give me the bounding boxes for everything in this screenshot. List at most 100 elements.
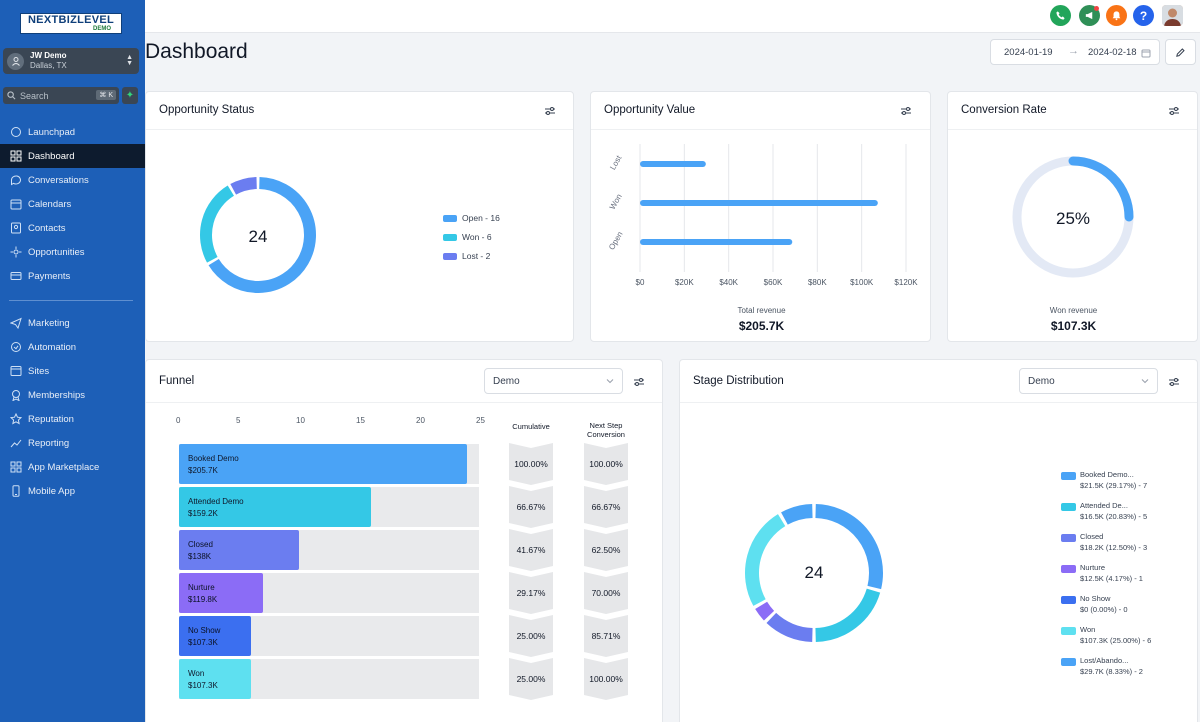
filter-icon[interactable] xyxy=(633,376,645,388)
bar-lost[interactable] xyxy=(640,161,706,167)
sidebar-item-reputation[interactable]: Reputation xyxy=(0,407,145,431)
sidebar-item-sites[interactable]: Sites xyxy=(0,359,145,383)
bar-won[interactable] xyxy=(640,200,878,206)
donut-center-total: 24 xyxy=(248,227,268,246)
ai-sparkle-icon[interactable]: ✦ xyxy=(122,87,138,104)
donut-slice-won[interactable] xyxy=(745,514,786,606)
sidebar-item-memberships[interactable]: Memberships xyxy=(0,383,145,407)
chevron-down-icon xyxy=(1141,379,1149,384)
legend-detail: $16.5K (20.83%) - 5 xyxy=(1080,512,1148,521)
page-title: Dashboard xyxy=(145,40,248,63)
legend-item-won[interactable]: Won - 6 xyxy=(443,232,492,242)
legend-item-open[interactable]: Open - 16 xyxy=(443,213,500,223)
legend-swatch xyxy=(443,233,457,241)
funnel-bar-closed[interactable] xyxy=(179,530,299,570)
funnel-bar-no-show[interactable] xyxy=(179,616,251,656)
sidebar-item-label: Calendars xyxy=(28,198,72,210)
search-input[interactable]: Search ⌘ K xyxy=(3,87,119,104)
legend-detail: $29.7K (8.33%) - 2 xyxy=(1080,667,1143,676)
funnel-bar-won[interactable] xyxy=(179,659,251,699)
donut-slice-nurture[interactable] xyxy=(755,601,775,621)
filter-icon[interactable] xyxy=(900,105,912,117)
sidebar-item-marketing[interactable]: Marketing xyxy=(0,311,145,335)
funnel-bar-nurture[interactable] xyxy=(179,573,263,613)
sidebar-item-calendars[interactable]: Calendars xyxy=(0,192,145,216)
donut-slice-open[interactable] xyxy=(208,177,316,293)
sidebar-item-app-marketplace[interactable]: App Marketplace xyxy=(0,455,145,479)
funnel-bar-booked-demo[interactable] xyxy=(179,444,467,484)
percent-value: 25.00% xyxy=(516,631,546,641)
percent-value: 41.67% xyxy=(516,545,546,555)
contact-card-icon xyxy=(10,222,22,234)
avatar[interactable] xyxy=(1162,5,1183,26)
donut-slice-closed[interactable] xyxy=(766,612,813,642)
date-range-picker[interactable]: 2024-01-19 → 2024-02-18 xyxy=(990,39,1160,65)
percent-value: 66.67% xyxy=(516,502,546,512)
donut-slice-won[interactable] xyxy=(200,185,235,263)
won-revenue-label: Won revenue xyxy=(1049,306,1098,315)
sidebar-item-label: Automation xyxy=(28,341,77,353)
sidebar-item-conversations[interactable]: Conversations xyxy=(0,168,145,192)
edit-dashboard-button[interactable] xyxy=(1165,39,1196,65)
bar-open[interactable] xyxy=(640,239,793,245)
legend-item-lost[interactable]: Lost - 2 xyxy=(443,251,490,261)
bell-icon[interactable] xyxy=(1106,5,1127,26)
help-icon[interactable]: ? xyxy=(1133,5,1154,26)
top-bar: ? xyxy=(145,0,1200,33)
award-icon xyxy=(10,389,22,401)
next-step-conversion: 70.00% xyxy=(584,572,628,614)
legend-detail: $18.2K (12.50%) - 3 xyxy=(1080,543,1148,552)
brand-logo[interactable]: NEXTBIZLEVEL DEMO xyxy=(20,13,122,34)
funnel-row-nurture: Nurture $119.8K xyxy=(179,573,479,613)
browser-window-icon xyxy=(10,365,22,377)
legend-name: No Show xyxy=(1080,594,1111,603)
card-title: Opportunity Status xyxy=(159,104,255,116)
sidebar-item-launchpad[interactable]: Launchpad xyxy=(0,120,145,144)
next-step-header: Next Step Conversion xyxy=(575,421,637,439)
funnel-row-attended-demo: Attended Demo $159.2K xyxy=(179,487,479,527)
x-tick-label: $100K xyxy=(850,278,874,287)
conversion-rate-gauge xyxy=(1012,156,1134,278)
percent-value: 100.00% xyxy=(589,674,623,684)
filter-icon[interactable] xyxy=(1168,105,1180,117)
cumulative-percent: 100.00% xyxy=(509,443,553,485)
mobile-phone-icon xyxy=(10,485,22,497)
pencil-icon xyxy=(1176,47,1185,57)
opportunity-value-card: Opportunity Value $0 $20K $40K $60K $80K $100… xyxy=(590,91,931,342)
sidebar-item-opportunities[interactable]: Opportunities xyxy=(0,240,145,264)
funnel-bar-label: Booked Demo $205.7K xyxy=(188,453,239,477)
donut-slice-lost[interactable] xyxy=(230,177,258,195)
cumulative-percent: 25.00% xyxy=(509,658,553,700)
funnel-bar-attended-demo[interactable] xyxy=(179,487,371,527)
card-header xyxy=(948,92,1197,130)
sidebar-item-mobile-app[interactable]: Mobile App xyxy=(0,479,145,503)
donut-slice-attended-demo[interactable] xyxy=(815,588,881,642)
sidebar-item-label: Mobile App xyxy=(28,485,76,497)
sidebar-item-contacts[interactable]: Contacts xyxy=(0,216,145,240)
conversion-rate-value: 25% xyxy=(1055,209,1091,228)
sidebar-item-label: Marketing xyxy=(28,317,70,329)
percent-value: 25.00% xyxy=(516,674,546,684)
sidebar-item-reporting[interactable]: Reporting xyxy=(0,431,145,455)
funnel-axis-tick: 25 xyxy=(476,416,485,425)
stage-pipeline-select[interactable]: Demo xyxy=(1019,368,1158,394)
megaphone-icon[interactable] xyxy=(1079,5,1100,26)
phone-icon[interactable] xyxy=(1050,5,1071,26)
donut-slice-lost-abandoned[interactable] xyxy=(781,504,813,525)
donut-slice-booked-demo[interactable] xyxy=(815,504,883,590)
card-title: Funnel xyxy=(159,375,195,387)
chat-bubble-icon xyxy=(10,174,22,186)
y-tick-label: Open xyxy=(607,230,625,251)
stage-value: $138K xyxy=(188,552,212,561)
sidebar-item-automation[interactable]: Automation xyxy=(0,335,145,359)
sidebar-item-label: Dashboard xyxy=(28,150,75,162)
sidebar-item-payments[interactable]: Payments xyxy=(0,264,145,288)
funnel-pipeline-select[interactable]: Demo xyxy=(484,368,623,394)
account-switcher[interactable]: JW Demo Dallas, TX ▲ ▼ xyxy=(3,48,139,74)
search-shortcut: ⌘ K xyxy=(96,90,116,100)
filter-icon[interactable] xyxy=(544,105,556,117)
legend-name: Nurture xyxy=(1080,563,1106,572)
filter-icon[interactable] xyxy=(1168,376,1180,388)
sidebar-item-dashboard[interactable]: Dashboard xyxy=(0,144,145,168)
star-icon xyxy=(10,413,22,425)
